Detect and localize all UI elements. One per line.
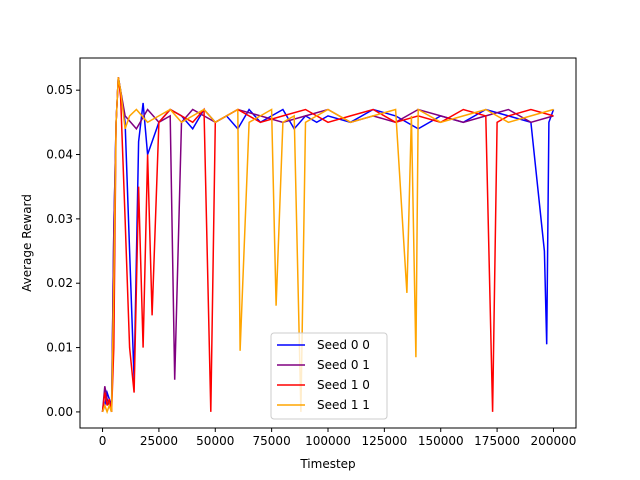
series-line-4 bbox=[101, 77, 554, 415]
x-axis-label: Timestep bbox=[299, 457, 355, 471]
legend-label-2: Seed 0 1 bbox=[317, 358, 370, 372]
legend: Seed 0 0 Seed 0 1 Seed 1 0 Seed 1 1 bbox=[270, 332, 388, 420]
x-tick-label: 0 bbox=[99, 434, 107, 448]
x-tick-label: 150000 bbox=[418, 434, 464, 448]
x-tick-label: 50000 bbox=[196, 434, 234, 448]
x-axis: 0 25000 50000 75000 100000 125000 150000 175000… bbox=[99, 428, 577, 448]
legend-label-1: Seed 0 0 bbox=[317, 338, 370, 352]
x-tick-label: 175000 bbox=[474, 434, 520, 448]
y-tick-label: 0.00 bbox=[46, 405, 73, 419]
x-tick-label: 75000 bbox=[253, 434, 291, 448]
x-tick-label: 100000 bbox=[305, 434, 351, 448]
y-tick-label: 0.02 bbox=[46, 276, 73, 290]
y-axis-label: Average Reward bbox=[20, 194, 34, 292]
y-tick-label: 0.05 bbox=[46, 83, 73, 97]
y-tick-label: 0.01 bbox=[46, 341, 73, 355]
legend-box bbox=[270, 332, 388, 420]
x-tick-label: 125000 bbox=[361, 434, 407, 448]
series-layer bbox=[101, 77, 555, 415]
x-tick-label: 200000 bbox=[531, 434, 577, 448]
y-tick-label: 0.03 bbox=[46, 212, 73, 226]
x-tick-label: 25000 bbox=[140, 434, 178, 448]
y-tick-label: 0.04 bbox=[46, 148, 73, 162]
y-axis: 0.00 0.01 0.02 0.03 0.04 0.05 bbox=[46, 83, 80, 419]
legend-label-3: Seed 1 0 bbox=[317, 378, 370, 392]
plot-area bbox=[79, 57, 577, 429]
legend-label-4: Seed 1 1 bbox=[317, 398, 370, 412]
